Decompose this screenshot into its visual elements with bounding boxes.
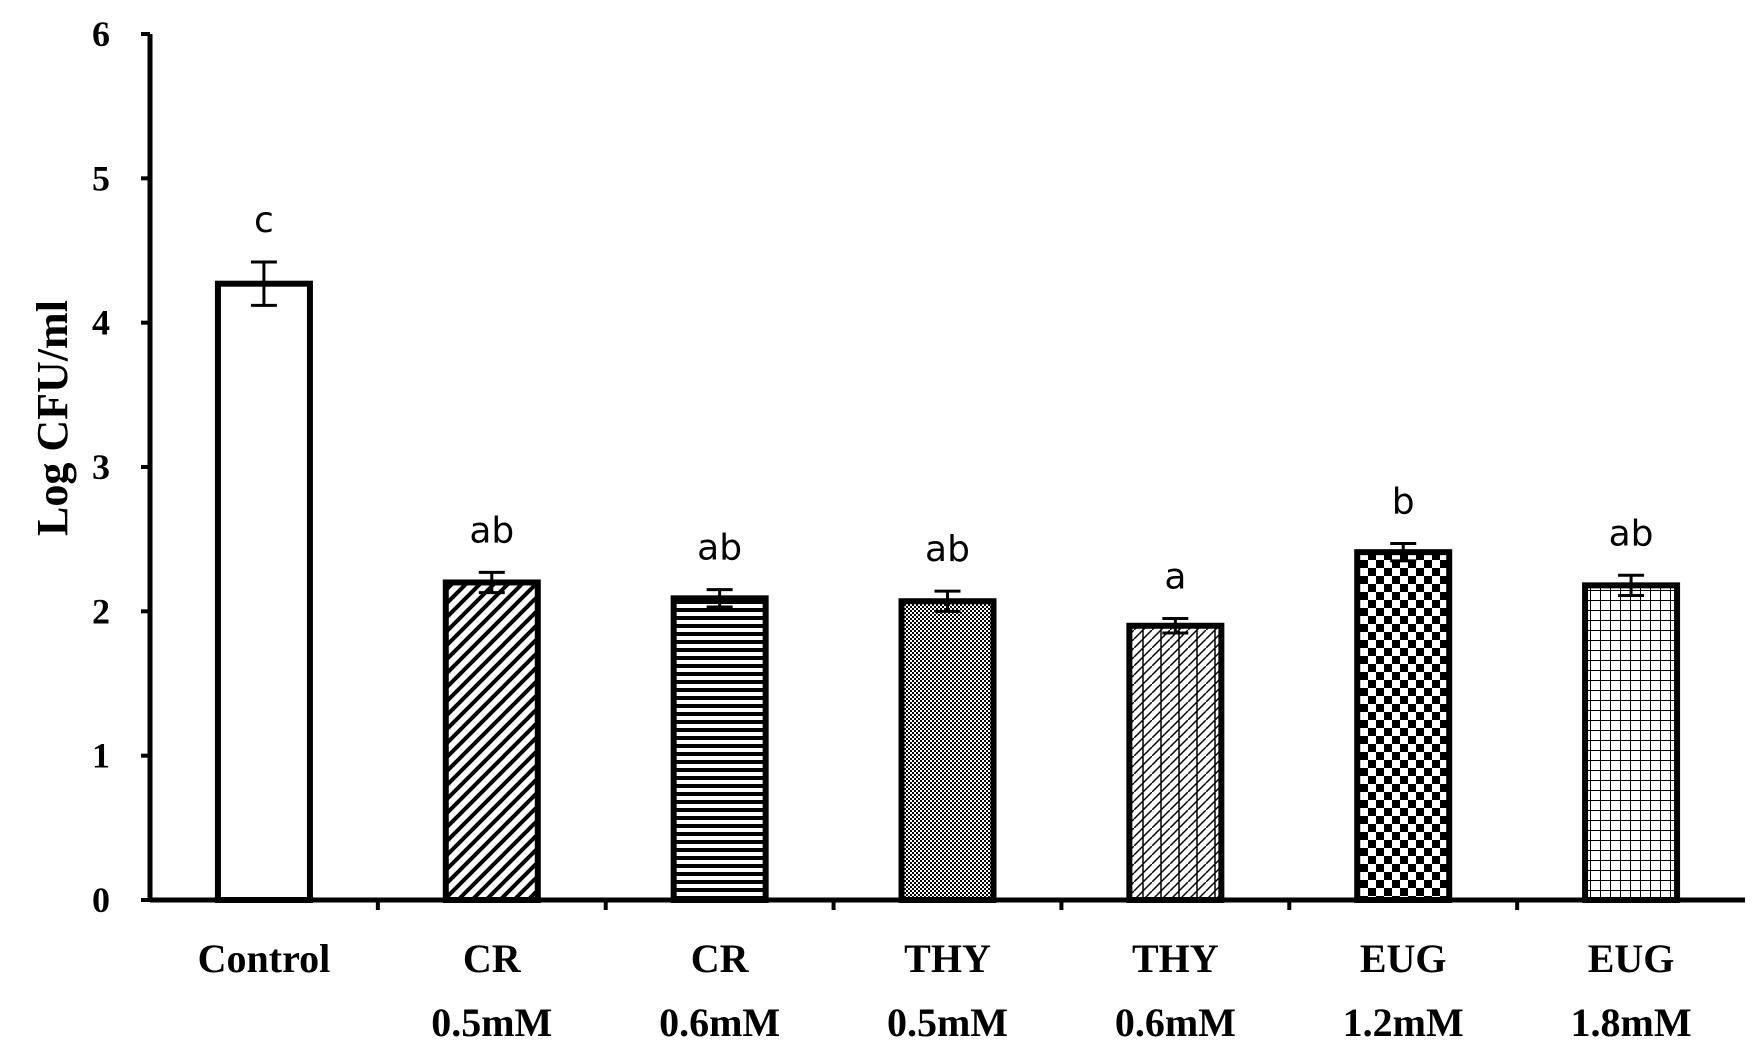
bar-3 — [898, 598, 997, 903]
bar-2 — [670, 595, 769, 903]
y-tick-label: 4 — [92, 303, 110, 343]
x-tick-label-line2: 0.5mM — [887, 1000, 1008, 1045]
y-axis-ticks: 0 1 2 3 4 5 6 — [92, 14, 150, 920]
x-tick-label: THY — [1132, 936, 1219, 981]
x-tick-label: CR — [463, 936, 522, 981]
bar-4 — [1126, 622, 1225, 903]
x-tick-label-line2: 0.6mM — [1115, 1000, 1236, 1045]
x-tick-label-line2: 1.2mM — [1343, 1000, 1464, 1045]
y-tick-label: 1 — [92, 736, 110, 776]
bar-1 — [442, 579, 541, 903]
x-axis-labels: Control CR 0.5mM CR 0.6mM THY 0.5mM THY 0.6mM EUG… — [198, 900, 1692, 1045]
bar-0 — [214, 280, 313, 903]
significance-label-5: b — [1392, 481, 1415, 522]
significance-label-6: ab — [1609, 513, 1654, 554]
significance-label-0: c — [254, 200, 274, 241]
bar-5 — [1354, 549, 1453, 903]
significance-label-1: ab — [469, 510, 514, 551]
x-tick-label: EUG — [1588, 936, 1675, 981]
x-tick-label: EUG — [1360, 936, 1447, 981]
y-tick-label: 6 — [92, 14, 110, 54]
bar-6 — [1582, 582, 1681, 903]
x-tick-label: CR — [691, 936, 750, 981]
y-tick-label: 5 — [92, 158, 110, 198]
y-tick-label: 3 — [92, 447, 110, 487]
significance-label-4: a — [1164, 557, 1186, 598]
significance-label-3: ab — [925, 529, 970, 570]
y-axis-label: Log CFU/ml — [28, 300, 77, 536]
x-tick-label: THY — [904, 936, 991, 981]
x-tick-label: Control — [198, 936, 331, 981]
y-tick-label: 2 — [92, 591, 110, 631]
x-tick-label-line2: 0.5mM — [431, 1000, 552, 1045]
x-tick-label-line2: 1.8mM — [1571, 1000, 1692, 1045]
x-tick-label-line2: 0.6mM — [659, 1000, 780, 1045]
y-tick-label: 0 — [92, 880, 110, 920]
significance-label-2: ab — [697, 528, 742, 569]
